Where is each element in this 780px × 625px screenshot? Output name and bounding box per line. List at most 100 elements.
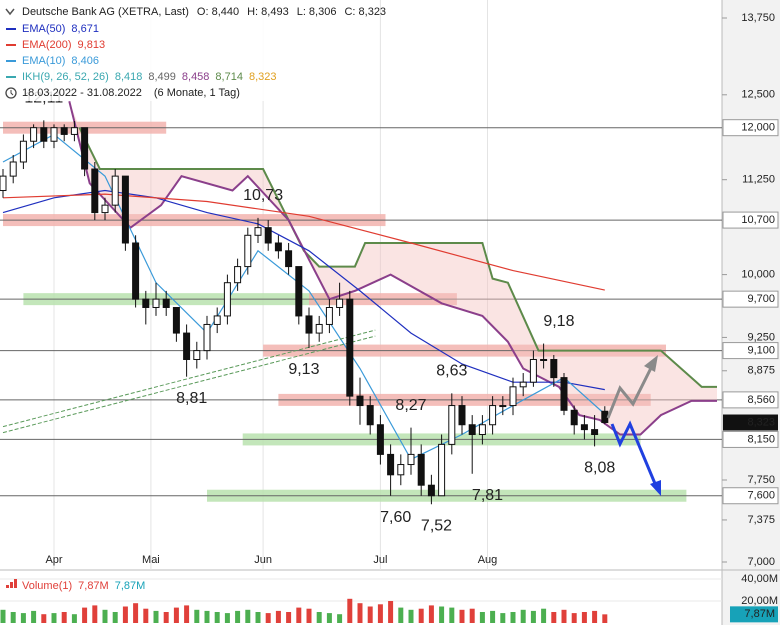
trendline bbox=[2, 335, 376, 434]
legend-background bbox=[0, 0, 300, 101]
candle-body bbox=[223, 282, 231, 317]
candle-body bbox=[19, 140, 27, 163]
legend-text: C: 8,323 bbox=[344, 6, 386, 18]
date-range: 18.03.2022 - 31.08.2022 (6 Monate, 1 Tag) bbox=[22, 87, 240, 99]
candle-body bbox=[407, 453, 415, 466]
ichimoku-span-b bbox=[78, 127, 717, 388]
candle-body bbox=[417, 453, 425, 486]
volume-bar bbox=[602, 614, 608, 623]
candle-body bbox=[264, 227, 272, 244]
volume-bar bbox=[133, 603, 139, 623]
volume-bar bbox=[377, 604, 383, 623]
legend-text: L: 8,306 bbox=[297, 6, 337, 18]
legend-text: EMA(50) bbox=[22, 23, 65, 35]
scenario-arrows bbox=[606, 355, 661, 496]
volume-bar bbox=[102, 609, 108, 623]
volume-bar bbox=[418, 608, 424, 623]
x-tick-label: Jun bbox=[254, 554, 272, 566]
volume-bar bbox=[479, 612, 485, 623]
legend-text: Deutsche Bank AG (XETRA, Last) bbox=[22, 6, 189, 18]
candle-body bbox=[356, 395, 364, 407]
candle-body bbox=[50, 127, 58, 142]
volume-bar bbox=[469, 608, 475, 623]
date-icon bbox=[10, 90, 14, 96]
volume-bar bbox=[571, 613, 577, 623]
volume-bar bbox=[428, 605, 434, 623]
legend-entry: IKH(9, 26, 52, 26) 8,418 8,499 8,458 8,714 8,… bbox=[22, 71, 276, 83]
volume-bar bbox=[490, 610, 496, 623]
price-annotation: 8,27 bbox=[395, 397, 426, 414]
price-annotation: 9,13 bbox=[288, 361, 319, 378]
volume-bar bbox=[214, 612, 220, 623]
volume-tick-label: 40,00M bbox=[741, 573, 778, 585]
volume-bar bbox=[581, 612, 587, 623]
legend-text: O: 8,440 bbox=[197, 6, 239, 18]
candle-body bbox=[60, 127, 68, 135]
price-annotation: 8,08 bbox=[584, 460, 615, 477]
volume-bar bbox=[235, 610, 241, 623]
level-label: 8,560 bbox=[747, 394, 775, 406]
candle-body bbox=[366, 405, 374, 426]
candle-body bbox=[285, 250, 293, 268]
legend-text: H: 8,493 bbox=[247, 6, 289, 18]
candle-body bbox=[0, 175, 7, 192]
trendline bbox=[2, 329, 376, 428]
arrow-head bbox=[650, 480, 661, 496]
volume-bar bbox=[500, 613, 506, 623]
candle-body bbox=[468, 424, 476, 436]
candle-body bbox=[244, 234, 252, 268]
volume-bar bbox=[592, 610, 598, 623]
candle-body bbox=[193, 350, 201, 360]
candle-body bbox=[427, 484, 435, 497]
candle-body bbox=[478, 424, 486, 436]
candle-body bbox=[376, 424, 384, 455]
legend-entry: EMA(200) 9,813 bbox=[22, 39, 105, 51]
level-label: 9,100 bbox=[747, 345, 775, 357]
last-price-label: 8,323 bbox=[747, 416, 775, 428]
volume-bar bbox=[459, 609, 465, 623]
volume-bar bbox=[316, 612, 322, 623]
volume-bar bbox=[41, 614, 47, 623]
volume-bar bbox=[275, 610, 281, 623]
volume-icon bbox=[14, 579, 17, 588]
legend-text: IKH(9, 26, 52, 26) bbox=[22, 71, 109, 83]
candle-body bbox=[132, 242, 140, 300]
y-tick-label: 9,250 bbox=[747, 331, 775, 343]
volume-bar bbox=[224, 613, 230, 623]
x-tick-label: Jul bbox=[373, 554, 387, 566]
candle-body bbox=[458, 405, 466, 426]
candle-body bbox=[172, 306, 180, 334]
y-tick-label: 8,875 bbox=[747, 365, 775, 377]
volume-badge-label: 7,87M bbox=[744, 608, 775, 620]
candle-body bbox=[499, 405, 507, 408]
candle-body bbox=[121, 175, 129, 244]
price-annotation: 7,81 bbox=[472, 487, 503, 504]
volume-bar bbox=[561, 609, 567, 623]
candle-body bbox=[591, 429, 599, 436]
volume-bar bbox=[439, 606, 445, 623]
level-badge bbox=[722, 290, 779, 308]
volume-bar bbox=[551, 612, 557, 623]
volume-bar bbox=[71, 614, 77, 623]
price-annotation: 7,52 bbox=[421, 517, 452, 534]
candle-body bbox=[529, 358, 537, 383]
level-badge bbox=[722, 211, 779, 229]
candle-body bbox=[519, 381, 527, 388]
level-label: 12,000 bbox=[741, 122, 775, 134]
volume-bar bbox=[541, 608, 547, 623]
candle-body bbox=[305, 315, 313, 334]
level-badge bbox=[722, 430, 779, 448]
candle-body bbox=[152, 298, 160, 308]
volume-bar bbox=[388, 601, 394, 623]
volume-bar bbox=[51, 613, 57, 623]
volume-bar bbox=[398, 607, 404, 623]
volume-bar bbox=[286, 612, 292, 623]
level-label: 8,150 bbox=[747, 433, 775, 445]
level-label: 7,600 bbox=[747, 490, 775, 502]
candle-body bbox=[162, 298, 170, 308]
level-badge bbox=[722, 391, 779, 409]
price-annotation: 8,63 bbox=[436, 363, 467, 380]
legend-text: EMA(200) bbox=[22, 39, 72, 51]
y-tick-label: 10,000 bbox=[741, 269, 775, 281]
legend-entry: EMA(50) 8,671 bbox=[22, 23, 99, 35]
